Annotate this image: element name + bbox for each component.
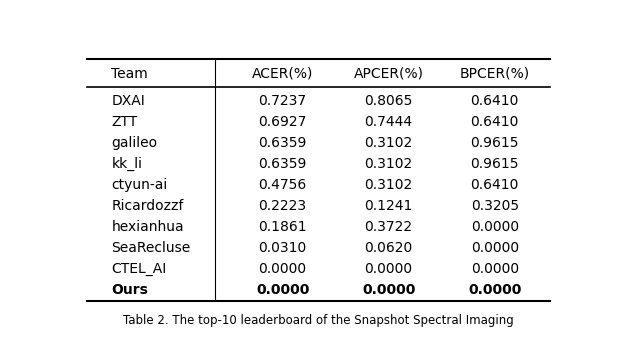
Text: 0.7444: 0.7444	[364, 115, 413, 129]
Text: Table 2. The top-10 leaderboard of the Snapshot Spectral Imaging: Table 2. The top-10 leaderboard of the S…	[123, 314, 514, 327]
Text: 0.1861: 0.1861	[258, 220, 307, 234]
Text: DXAI: DXAI	[111, 94, 146, 108]
Text: 0.9615: 0.9615	[470, 157, 519, 171]
Text: 0.3102: 0.3102	[364, 157, 413, 171]
Text: 0.0000: 0.0000	[471, 220, 519, 234]
Text: 0.0620: 0.0620	[364, 241, 413, 255]
Text: 0.3102: 0.3102	[364, 136, 413, 150]
Text: SeaRecluse: SeaRecluse	[111, 241, 191, 255]
Text: 0.6927: 0.6927	[258, 115, 307, 129]
Text: ctyun-ai: ctyun-ai	[111, 178, 168, 192]
Text: 0.0000: 0.0000	[362, 283, 415, 296]
Text: 0.3722: 0.3722	[364, 220, 413, 234]
Text: 0.0000: 0.0000	[256, 283, 309, 296]
Text: 0.9615: 0.9615	[470, 136, 519, 150]
Text: BPCER(%): BPCER(%)	[460, 67, 530, 81]
Text: galileo: galileo	[111, 136, 157, 150]
Text: APCER(%): APCER(%)	[354, 67, 424, 81]
Text: CTEL_AI: CTEL_AI	[111, 261, 167, 275]
Text: Team: Team	[111, 67, 148, 81]
Text: Ours: Ours	[111, 283, 149, 296]
Text: 0.3205: 0.3205	[471, 199, 519, 213]
Text: 0.6410: 0.6410	[470, 94, 519, 108]
Text: 0.0310: 0.0310	[259, 241, 307, 255]
Text: 0.0000: 0.0000	[471, 241, 519, 255]
Text: 0.6359: 0.6359	[258, 136, 307, 150]
Text: ZTT: ZTT	[111, 115, 137, 129]
Text: 0.2223: 0.2223	[259, 199, 307, 213]
Text: 0.0000: 0.0000	[259, 261, 307, 275]
Text: kk_li: kk_li	[111, 157, 142, 171]
Text: 0.0000: 0.0000	[468, 283, 521, 296]
Text: 0.0000: 0.0000	[364, 261, 413, 275]
Text: 0.6410: 0.6410	[470, 178, 519, 192]
Text: 0.4756: 0.4756	[259, 178, 307, 192]
Text: ACER(%): ACER(%)	[252, 67, 313, 81]
Text: Ricardozzf: Ricardozzf	[111, 199, 184, 213]
Text: 0.0000: 0.0000	[471, 261, 519, 275]
Text: 0.6410: 0.6410	[470, 115, 519, 129]
Text: 0.6359: 0.6359	[258, 157, 307, 171]
Text: hexianhua: hexianhua	[111, 220, 184, 234]
Text: 0.8065: 0.8065	[364, 94, 413, 108]
Text: 0.7237: 0.7237	[259, 94, 307, 108]
Text: 0.1241: 0.1241	[364, 199, 413, 213]
Text: 0.3102: 0.3102	[364, 178, 413, 192]
